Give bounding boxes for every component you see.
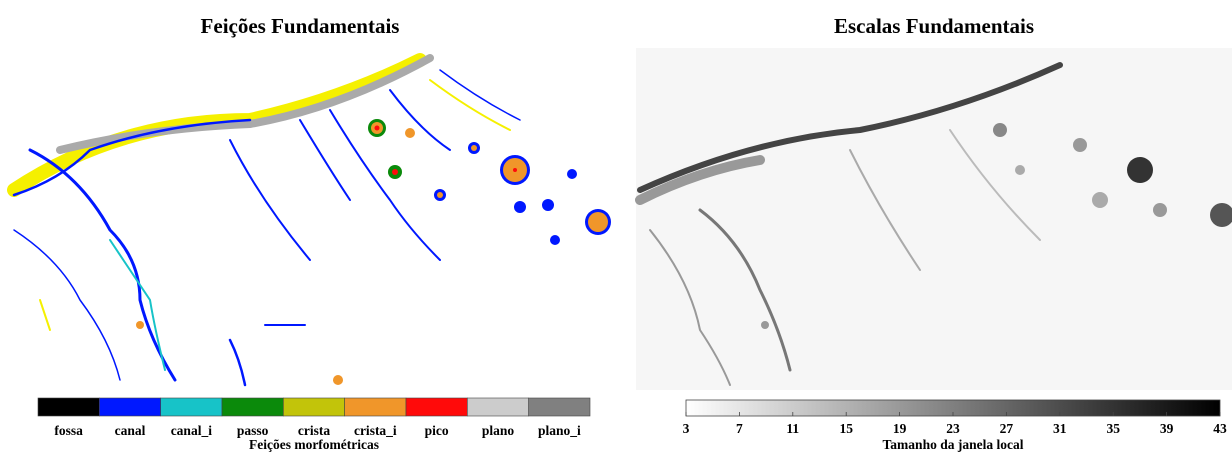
- colorbar-tick-label: 31: [1053, 421, 1067, 436]
- legend-swatch: [529, 398, 590, 416]
- colorbar-title: Tamanho da janela local: [883, 437, 1024, 452]
- figure: Feições Fundamentais Escalas Fundamentai…: [0, 0, 1232, 455]
- legend-label: plano: [482, 423, 515, 438]
- colorbar-tick-label: 3: [683, 421, 690, 436]
- legend-label: canal: [115, 423, 146, 438]
- page: {"panels": [ {"title": "Feições Fundamen…: [0, 0, 1232, 455]
- legend-label: crista: [298, 423, 330, 438]
- legend-label: passo: [237, 423, 269, 438]
- feature-map: [14, 58, 611, 385]
- panel-title: Escalas Fundamentais: [834, 14, 1034, 38]
- colorbar-tick-label: 35: [1106, 421, 1120, 436]
- legend-swatch: [406, 398, 467, 416]
- colorbar-tick-label: 11: [786, 421, 799, 436]
- legend-label: fossa: [54, 423, 83, 438]
- legend-swatch: [99, 398, 160, 416]
- scale-map: [636, 48, 1232, 390]
- colorbar-tick-label: 43: [1213, 421, 1227, 436]
- colorbar-tick-label: 23: [946, 421, 960, 436]
- legend-title: Feições morfométricas: [249, 437, 379, 452]
- legend-swatch: [345, 398, 406, 416]
- legend-label: plano_i: [538, 423, 581, 438]
- colorbar-tick-label: 27: [1000, 421, 1014, 436]
- colorbar-tick-label: 7: [736, 421, 743, 436]
- panel-title: Feições Fundamentais: [201, 14, 400, 38]
- colorbar-tick-label: 15: [839, 421, 853, 436]
- legend-swatch: [283, 398, 344, 416]
- legend-swatch: [467, 398, 528, 416]
- colorbar-tick-label: 19: [893, 421, 907, 436]
- legend-label: pico: [425, 423, 449, 438]
- legend-label: canal_i: [171, 423, 213, 438]
- legend-swatch: [222, 398, 283, 416]
- legend-label: crista_i: [354, 423, 397, 438]
- legend-swatch: [38, 398, 99, 416]
- colorbar-tick-label: 39: [1160, 421, 1174, 436]
- legend-swatch: [161, 398, 222, 416]
